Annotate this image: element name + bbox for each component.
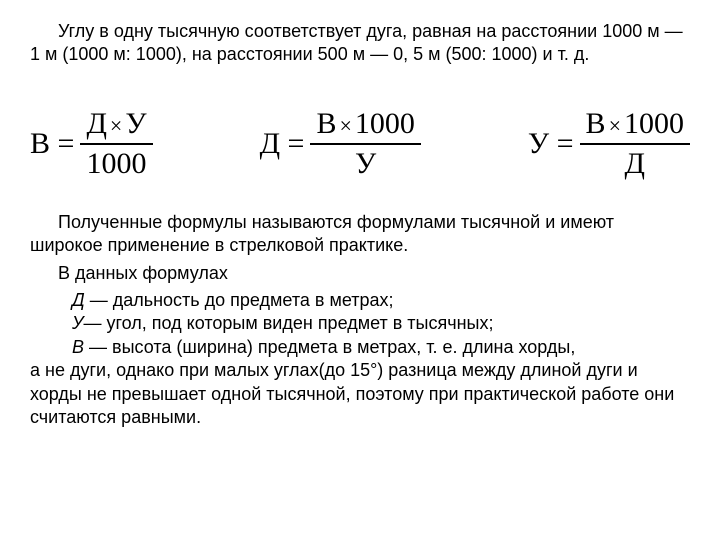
fraction: В×1000 Д — [580, 107, 690, 181]
intro-paragraph: Углу в одну тысячную соответствует дуга,… — [30, 20, 690, 67]
fraction: В×1000 У — [310, 107, 420, 181]
definition-v: В — высота (ширина) предмета в метрах, т… — [30, 336, 690, 359]
final-paragraph: а не дуги, однако при малых углах(до 15°… — [30, 359, 690, 429]
formulas-row: В = Д×У 1000 Д = В×1000 У У = В×1000 Д — [30, 107, 690, 181]
formula-lhs: Д = — [260, 127, 305, 161]
symbol-v: В — [72, 337, 84, 357]
definition-text: — дальность до предмета в метрах; — [85, 290, 394, 310]
numerator: Д×У — [80, 107, 152, 145]
definition-u: У— угол, под которым виден предмет в тыс… — [30, 312, 690, 335]
symbol-d: Д — [72, 290, 85, 310]
outro-paragraph-2: В данных формулах — [30, 262, 690, 285]
formula-lhs: В = — [30, 127, 74, 161]
denominator: Д — [619, 145, 651, 181]
fraction: Д×У 1000 — [80, 107, 152, 181]
numerator: В×1000 — [580, 107, 690, 145]
denominator: У — [349, 145, 382, 181]
symbol-u: У — [72, 313, 84, 333]
formula-u: У = В×1000 Д — [528, 107, 690, 181]
numerator: В×1000 — [310, 107, 420, 145]
definition-d: Д — дальность до предмета в метрах; — [30, 289, 690, 312]
definition-text: — высота (ширина) предмета в метрах, т. … — [84, 337, 575, 357]
formula-lhs: У = — [528, 127, 574, 161]
denominator: 1000 — [81, 145, 153, 181]
definition-text: — угол, под которым виден предмет в тыся… — [84, 313, 494, 333]
outro-paragraph-1: Полученные формулы называются формулами … — [30, 211, 690, 258]
formula-d: Д = В×1000 У — [260, 107, 421, 181]
formula-v: В = Д×У 1000 — [30, 107, 153, 181]
